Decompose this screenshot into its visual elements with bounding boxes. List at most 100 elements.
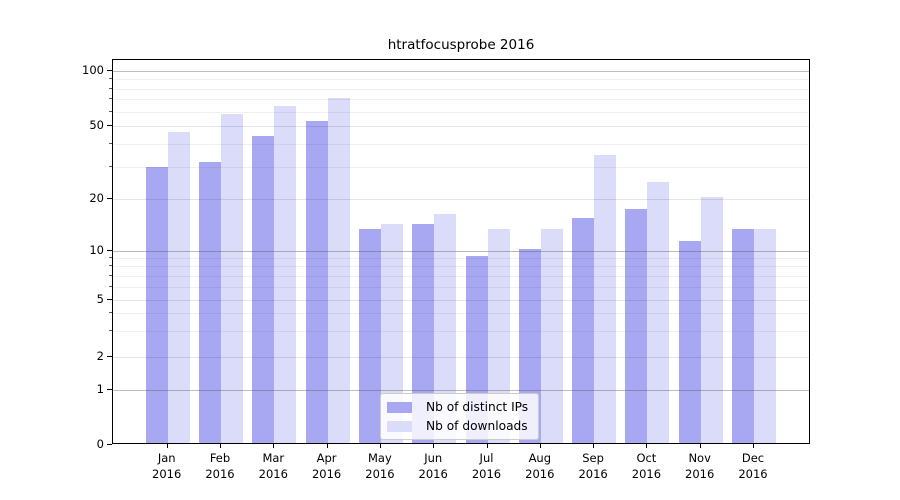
x-axis-tick-label: Dec 2016: [738, 451, 768, 481]
bar-nb-of-distinct-ips: [358, 229, 381, 443]
y-axis-minor-tick: [109, 285, 112, 287]
x-axis-tick: [753, 444, 754, 448]
bar-nb-of-distinct-ips: [199, 162, 221, 443]
y-axis-minor-tick: [109, 265, 112, 267]
bar-nb-of-downloads: [327, 98, 350, 443]
y-axis-tick: [107, 125, 112, 126]
bar-nb-of-downloads: [221, 113, 243, 443]
x-axis-tick-label: Jun 2016: [418, 451, 448, 481]
bar-nb-of-distinct-ips: [305, 120, 328, 443]
x-axis-tick: [593, 444, 595, 448]
bar-nb-of-distinct-ips: [145, 167, 168, 443]
gridline-minor-y-8: [113, 266, 809, 268]
gridline-minor-y-80: [113, 88, 809, 90]
x-axis-tick: [699, 444, 701, 448]
x-axis-tick-label: Apr 2016: [311, 451, 342, 481]
gridline-y-5: [113, 299, 809, 301]
x-axis-tick: [326, 444, 328, 448]
gridline-minor-y-70: [113, 99, 809, 101]
y-axis-minor-tick: [109, 78, 112, 80]
y-axis-minor-tick: [109, 98, 112, 100]
bar-nb-of-distinct-ips: [412, 223, 435, 443]
bar-nb-of-downloads: [380, 223, 403, 443]
bar-nb-of-downloads: [754, 229, 776, 443]
y-axis-minor-tick: [109, 142, 112, 144]
y-axis-minor-tick: [109, 256, 112, 258]
y-axis-tick-label: 0: [96, 437, 104, 451]
x-axis-tick: [220, 444, 221, 448]
y-axis-minor-tick: [109, 110, 112, 112]
y-axis-tick: [107, 389, 112, 390]
legend-label: Nb of downloads: [426, 419, 528, 433]
gridline-minor-y-9: [113, 257, 809, 259]
y-axis-tick-label: 100: [82, 63, 104, 77]
y-axis-minor-tick: [109, 330, 112, 332]
y-axis-tick-label: 20: [89, 191, 104, 205]
y-axis-minor-tick: [109, 165, 112, 167]
gridline-y-20: [113, 199, 809, 200]
legend: Nb of distinct IPs Nb of downloads: [380, 393, 540, 440]
bar-nb-of-distinct-ips: [732, 229, 754, 443]
y-axis-tick: [107, 70, 112, 71]
bar-nb-of-distinct-ips: [625, 209, 648, 443]
gridline-minor-y-3: [113, 331, 809, 333]
gridline-minor-y-30: [113, 166, 809, 168]
x-axis-tick-label: Oct 2016: [631, 451, 662, 481]
gridline-y-100: [113, 71, 809, 72]
y-axis-tick-label: 1: [96, 382, 104, 396]
bar-nb-of-downloads: [167, 132, 190, 443]
gridline-minor-y-6: [113, 286, 809, 288]
bar-nb-of-downloads: [487, 229, 510, 443]
y-axis-minor-tick: [109, 274, 112, 276]
y-axis-tick-label: 10: [89, 242, 104, 257]
bar-nb-of-downloads: [647, 182, 670, 443]
y-axis-minor-tick: [109, 87, 112, 89]
bar-nb-of-distinct-ips: [678, 241, 701, 443]
gridline-y-1: [113, 390, 809, 391]
x-axis-tick-label: Jul 2016: [471, 451, 502, 481]
x-axis-tick-label: Mar 2016: [258, 451, 288, 481]
y-axis-tick-label: 50: [89, 118, 104, 132]
gridline-minor-y-7: [113, 275, 809, 277]
y-axis-tick: [107, 444, 112, 445]
x-axis-tick: [273, 444, 275, 448]
bar-nb-of-downloads: [594, 154, 617, 443]
x-axis-tick: [433, 444, 435, 448]
y-axis-tick-label: 5: [96, 291, 104, 306]
y-axis-minor-tick: [109, 312, 112, 314]
x-axis-tick: [539, 444, 541, 448]
chart-title: htratfocusprobe 2016: [387, 37, 535, 53]
gridline-y-10: [113, 250, 809, 252]
legend-label: Nb of distinct IPs: [426, 400, 529, 414]
gridline-y-2: [113, 356, 809, 358]
x-axis-tick: [486, 444, 488, 448]
y-axis-tick: [107, 298, 112, 300]
y-axis-tick: [107, 198, 112, 199]
x-axis-tick-label: Aug 2016: [525, 451, 555, 481]
legend-item: Nb of downloads: [387, 418, 528, 434]
plot-area: [112, 59, 810, 444]
bar-nb-of-distinct-ips: [252, 136, 275, 443]
x-axis-tick-label: May 2016: [365, 451, 395, 481]
y-axis-tick: [107, 355, 112, 357]
x-axis-tick-label: Jan 2016: [152, 451, 182, 481]
legend-item: Nb of distinct IPs: [387, 399, 528, 415]
gridline-minor-y-60: [113, 111, 809, 113]
legend-swatch-nb-of-downloads: [387, 420, 412, 432]
y-axis-tick: [107, 249, 112, 251]
x-axis-tick-label: Nov 2016: [685, 451, 715, 481]
gridline-y-50: [113, 126, 809, 127]
bar-nb-of-downloads: [540, 229, 563, 443]
x-axis-tick-label: Sep 2016: [578, 451, 608, 481]
y-axis-tick-label: 2: [96, 348, 104, 363]
x-axis-tick-label: Feb 2016: [205, 451, 235, 481]
x-axis-tick: [379, 444, 381, 448]
bar-nb-of-distinct-ips: [572, 218, 595, 443]
gridline-minor-y-4: [113, 313, 809, 315]
x-axis-tick: [646, 444, 648, 448]
bar-nb-of-downloads: [434, 213, 457, 443]
bar-nb-of-downloads: [274, 105, 297, 443]
gridline-minor-y-40: [113, 143, 809, 145]
gridline-minor-y-90: [113, 79, 809, 81]
